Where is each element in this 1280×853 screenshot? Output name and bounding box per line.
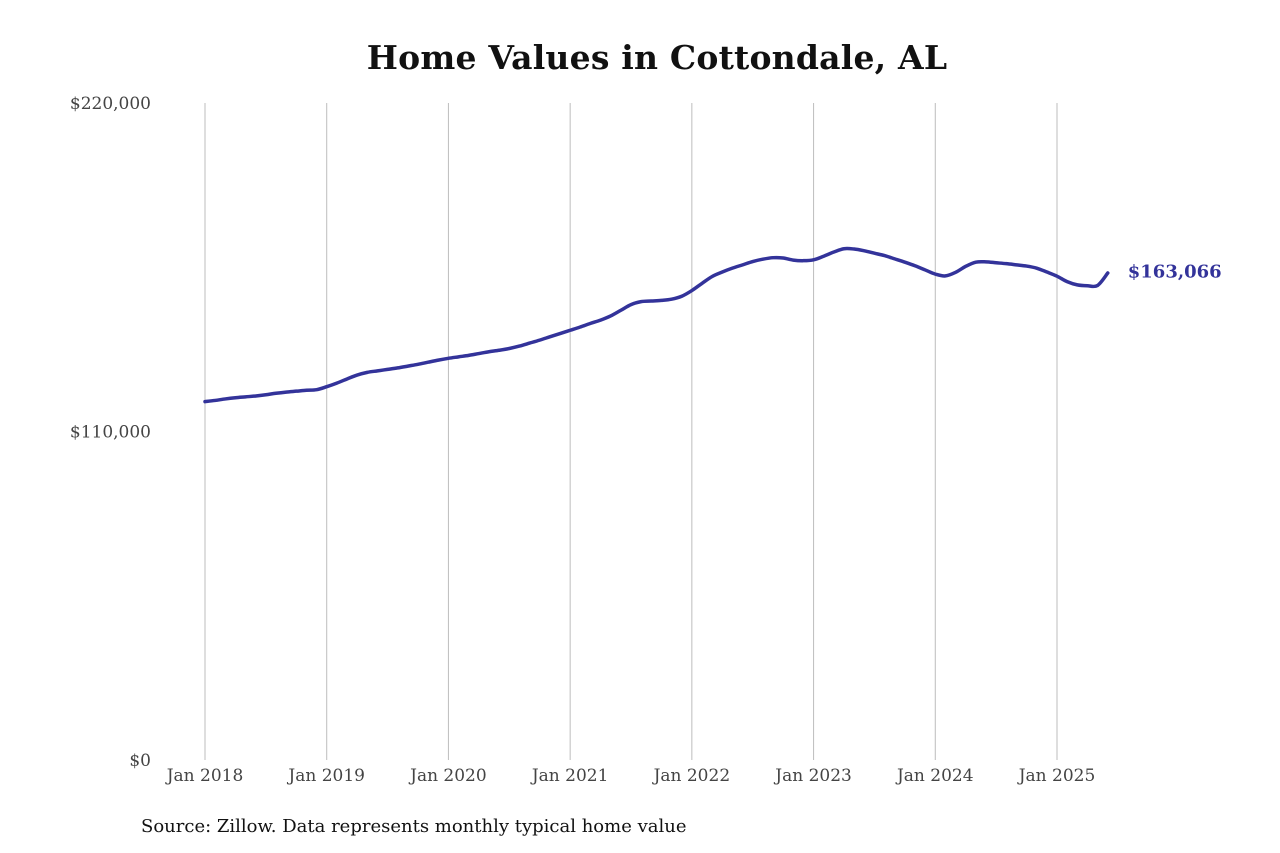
- chart-title: Home Values in Cottondale, AL: [366, 38, 948, 77]
- y-axis-ticks: $0 $110,000 $220,000: [70, 94, 151, 771]
- source-note: Source: Zillow. Data represents monthly …: [141, 816, 687, 837]
- y-tick-label: $0: [129, 751, 151, 771]
- y-tick-label: $220,000: [70, 94, 151, 114]
- x-tick-label: Jan 2024: [895, 766, 974, 786]
- x-tick-label: Jan 2019: [286, 766, 365, 786]
- x-tick-label: Jan 2022: [652, 766, 731, 786]
- end-value-label: $163,066: [1128, 262, 1222, 283]
- series-layer: $163,066: [203, 246, 1222, 404]
- x-axis-ticks: Jan 2018 Jan 2019 Jan 2020 Jan 2021 Jan 2022…: [165, 766, 1096, 786]
- x-tick-label: Jan 2020: [408, 766, 487, 786]
- gridlines: [204, 103, 1058, 760]
- x-tick-label: Jan 2025: [1017, 766, 1096, 786]
- x-tick-label: Jan 2018: [165, 766, 244, 786]
- series-line: [203, 246, 1110, 404]
- x-tick-label: Jan 2023: [773, 766, 852, 786]
- x-tick-label: Jan 2021: [530, 766, 609, 786]
- y-tick-label: $110,000: [70, 423, 151, 443]
